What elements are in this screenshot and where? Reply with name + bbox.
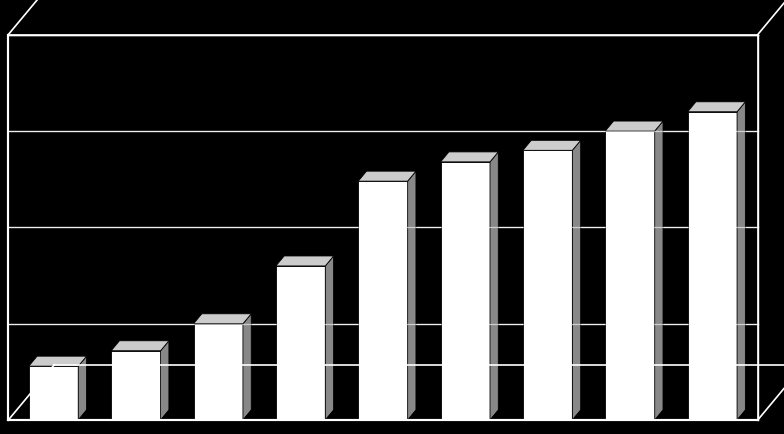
Polygon shape	[358, 181, 408, 420]
Polygon shape	[243, 314, 251, 420]
Polygon shape	[29, 366, 78, 420]
Polygon shape	[194, 314, 251, 324]
Polygon shape	[111, 341, 169, 351]
Polygon shape	[605, 131, 655, 420]
Polygon shape	[325, 256, 334, 420]
Polygon shape	[605, 121, 663, 131]
Polygon shape	[358, 171, 416, 181]
Polygon shape	[441, 152, 499, 162]
Polygon shape	[78, 356, 86, 420]
Polygon shape	[276, 266, 325, 420]
Polygon shape	[655, 121, 663, 420]
Polygon shape	[111, 351, 161, 420]
Polygon shape	[572, 140, 581, 420]
Polygon shape	[194, 324, 243, 420]
Polygon shape	[523, 150, 572, 420]
Polygon shape	[408, 171, 416, 420]
Polygon shape	[29, 356, 86, 366]
Polygon shape	[161, 341, 169, 420]
Polygon shape	[276, 256, 334, 266]
Polygon shape	[441, 162, 490, 420]
Polygon shape	[688, 112, 737, 420]
Polygon shape	[490, 152, 499, 420]
Polygon shape	[523, 140, 581, 150]
Polygon shape	[688, 102, 746, 112]
Polygon shape	[737, 102, 746, 420]
